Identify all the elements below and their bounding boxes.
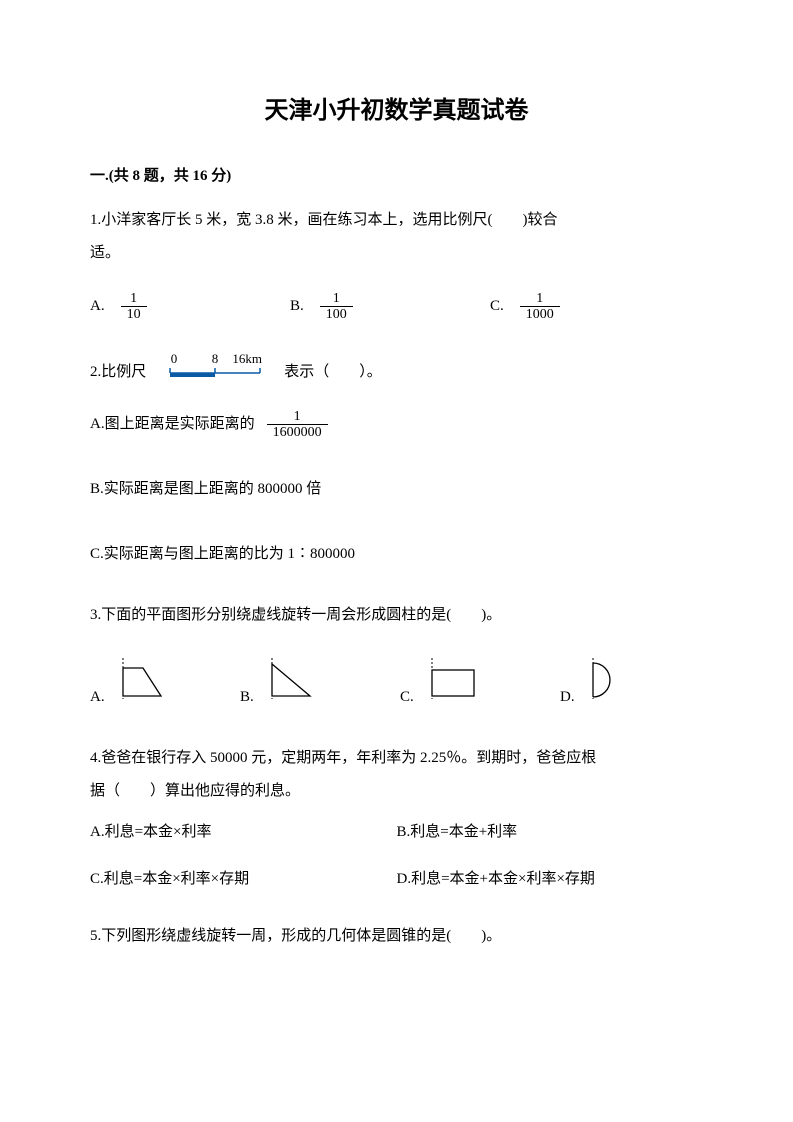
question-3: 3.下面的平面图形分别绕虚线旋转一周会形成圆柱的是( )。 A. B. C. [90,599,703,714]
section-heading: 一.(共 8 题，共 16 分) [90,163,703,190]
q4-optA: A.利息=本金×利率 [90,816,397,849]
q1-optC-label: C. [490,290,504,323]
question-2: 2.比例尺 0 8 16km 表示（ ）。 A.图上距离是实际距离的 1 160… [90,351,703,571]
question-5: 5.下列图形绕虚线旋转一周，形成的几何体是圆锥的是( )。 [90,920,703,953]
scale-label-8: 8 [212,351,219,366]
q4-optC: C.利息=本金×利率×存期 [90,863,397,896]
semicircle-shape-icon [587,656,632,714]
trapezoid-shape-icon [117,656,167,714]
q1c-den: 1000 [520,306,560,322]
page-title: 天津小升初数学真题试卷 [90,90,703,133]
scale-label-0: 0 [171,351,178,366]
q1-text2: 适。 [90,237,703,270]
q3-optC-label: C. [400,681,414,714]
q1-options: A. 1 10 B. 1 100 C. 1 1000 [90,290,703,323]
q1b-num: 1 [327,291,346,306]
scale-label-16: 16km [233,351,263,366]
q4-optB: B.利息=本金+利率 [397,816,704,849]
q1-optC-fraction: 1 1000 [520,291,560,323]
q1-optA-label: A. [90,290,105,323]
q1-optA-fraction: 1 10 [121,291,147,323]
q3-optD-label: D. [560,681,575,714]
scale-ruler-icon: 0 8 16km [160,351,270,394]
q1-text1: 1.小洋家客厅长 5 米，宽 3.8 米，画在练习本上，选用比例尺( )较合 [90,204,703,237]
q2-suffix: 表示（ ）。 [284,356,382,389]
right-triangle-shape-icon [266,656,316,714]
q4-optD: D.利息=本金+本金×利率×存期 [397,863,704,896]
q2-optB: B.实际距离是图上距离的 800000 倍 [90,473,703,506]
q1-optB-fraction: 1 100 [320,291,353,323]
q4-line1: 4.爸爸在银行存入 50000 元，定期两年，年利率为 2.25％。到期时，爸爸… [90,742,703,775]
rectangle-shape-icon [426,656,481,714]
q4-line2: 据（ ）算出他应得的利息。 [90,775,703,808]
q2a-den: 1600000 [267,424,328,440]
q1b-den: 100 [320,306,353,322]
q1c-num: 1 [530,291,549,306]
q1a-den: 10 [121,306,147,322]
q2-optA-prefix: A.图上距离是实际距离的 [90,408,255,441]
q2a-num: 1 [288,409,307,424]
q1a-num: 1 [124,291,143,306]
question-4: 4.爸爸在银行存入 50000 元，定期两年，年利率为 2.25％。到期时，爸爸… [90,742,703,910]
q1-optB-label: B. [290,290,304,323]
question-1: 1.小洋家客厅长 5 米，宽 3.8 米，画在练习本上，选用比例尺( )较合 适… [90,204,703,323]
q2-prefix: 2.比例尺 [90,356,146,389]
q3-text: 3.下面的平面图形分别绕虚线旋转一周会形成圆柱的是( )。 [90,599,703,632]
q2-optC: C.实际距离与图上距离的比为 1∶800000 [90,538,703,571]
q2-optA-fraction: 1 1600000 [267,409,328,441]
q3-optA-label: A. [90,681,105,714]
q5-text: 5.下列图形绕虚线旋转一周，形成的几何体是圆锥的是( )。 [90,920,703,953]
q3-optB-label: B. [240,681,254,714]
